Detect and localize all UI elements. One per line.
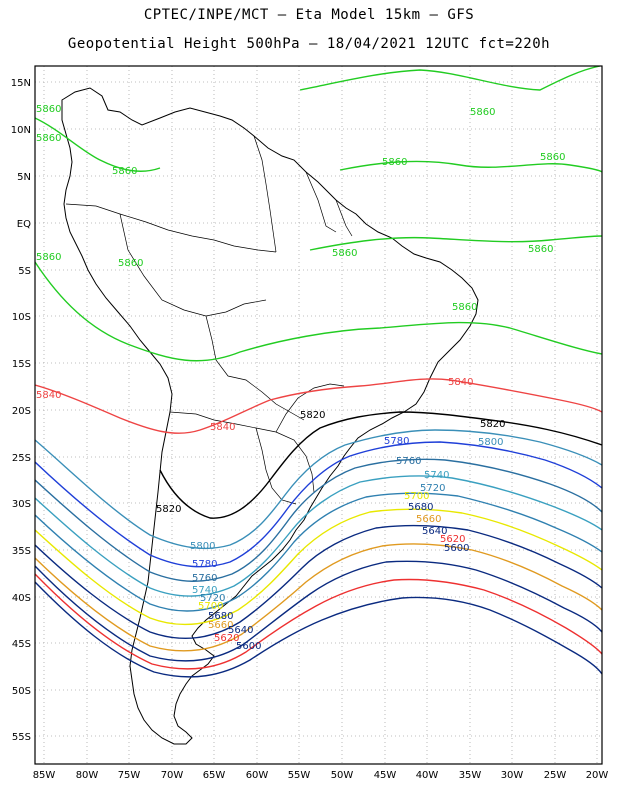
contour-5680 [35, 524, 602, 639]
contour-label: 5800 [190, 541, 215, 552]
country-borders [65, 135, 353, 505]
contour-label: 5760 [192, 573, 217, 584]
map-frame [34, 65, 603, 765]
contour-label: 5860 [382, 157, 407, 168]
lat-label: 15S [12, 359, 31, 370]
contour-label: 5700 [404, 491, 429, 502]
contour-5740 [35, 475, 602, 597]
lon-label: 50W [331, 770, 354, 781]
contour-5820 [159, 411, 602, 519]
lat-label: 5S [18, 266, 31, 277]
longitude-labels: 85W 80W 75W 70W 65W 60W 55W 50W 45W 40W 35W 30W 25W 2… [33, 770, 609, 781]
lon-label: 80W [76, 770, 99, 781]
contour-5800 [35, 429, 602, 550]
contour-label: 5800 [478, 437, 503, 448]
contour-label: 5640 [422, 526, 447, 537]
contour-label: 5860 [332, 248, 357, 259]
contour-label: 5860 [452, 302, 477, 313]
contour-label: 5640 [228, 625, 253, 636]
contour-label: 5860 [118, 258, 143, 269]
contour-label: 5680 [208, 611, 233, 622]
lat-label: 10S [12, 312, 31, 323]
title-line-1: CPTEC/INPE/MCT – Eta Model 15km – GFS [143, 7, 475, 23]
contour-label: 5860 [112, 166, 137, 177]
contour-label: 5600 [444, 543, 469, 554]
contour-label: 5740 [192, 585, 217, 596]
contour-label: 5760 [396, 456, 421, 467]
contour-label: 5720 [200, 593, 225, 604]
contour-label: 5780 [384, 436, 409, 447]
lat-label: 5N [17, 172, 31, 183]
contour-5860 [35, 66, 602, 362]
contour-5780 [35, 441, 602, 568]
lat-label: 25S [12, 453, 31, 464]
lon-label: 75W [118, 770, 141, 781]
contour-label: 5860 [528, 244, 553, 255]
contour-label: 5600 [236, 641, 261, 652]
contour-label: 5820 [480, 419, 505, 430]
contour-label: 5680 [408, 502, 433, 513]
contour-label: 5860 [540, 152, 565, 163]
contour-5660 [35, 543, 602, 652]
lon-label: 65W [203, 770, 226, 781]
contour-label: 5660 [416, 514, 441, 525]
lat-label: 45S [12, 639, 31, 650]
lon-label: 45W [374, 770, 397, 781]
contour-label: 5660 [208, 620, 233, 631]
contour-label: 5620 [214, 633, 239, 644]
contour-label: 5820 [156, 504, 181, 515]
contour-label: 5720 [420, 483, 445, 494]
south-america-coastline [61, 87, 479, 745]
contour-5840 [35, 378, 602, 434]
lat-label: 55S [12, 732, 31, 743]
lat-label: 10N [11, 125, 31, 136]
lon-label: 85W [33, 770, 56, 781]
contour-label: 5860 [470, 107, 495, 118]
contour-label: 5840 [448, 377, 473, 388]
title-line-2: Geopotential Height 500hPa – 18/04/2021 … [67, 36, 551, 52]
contour-5760 [35, 458, 602, 582]
contour-5600 [35, 581, 602, 678]
contour-label: 5780 [192, 559, 217, 570]
contour-label: 5860 [36, 252, 61, 263]
contour-label: 5860 [36, 133, 61, 144]
lon-label: 35W [459, 770, 482, 781]
lat-label: 35S [12, 546, 31, 557]
lon-label: 55W [288, 770, 311, 781]
lat-label: 50S [12, 686, 31, 697]
contour-5700 [35, 508, 602, 626]
contour-5720 [35, 492, 602, 612]
lat-label: 15N [11, 78, 31, 89]
contour-5640 [35, 560, 602, 662]
lon-label: 70W [161, 770, 184, 781]
contour-label: 5740 [424, 470, 449, 481]
lat-label: 20S [12, 406, 31, 417]
contour-label: 5840 [36, 390, 61, 401]
contour-label: 5820 [300, 410, 325, 421]
contour-label: 5840 [210, 422, 235, 433]
lat-label: 40S [12, 593, 31, 604]
contour-label: 5620 [440, 534, 465, 545]
latitude-labels: 15N 10N 5N EQ 5S 10S 15S 20S 25S 30S 35S 40S 45S 50S 5… [11, 78, 31, 743]
contour-label: 5860 [36, 104, 61, 115]
contour-5620 [35, 573, 602, 670]
lat-label: 30S [12, 499, 31, 510]
contour-label: 5700 [198, 601, 223, 612]
contour-labels: 5860 5860 5860 5860 5860 5860 5860 5860 5860 5860… [36, 104, 565, 652]
lon-label: 40W [416, 770, 439, 781]
lon-label: 25W [544, 770, 567, 781]
lon-label: 20W [586, 770, 609, 781]
lat-label: EQ [17, 219, 31, 230]
lon-label: 30W [501, 770, 524, 781]
grid-lines [35, 66, 602, 764]
height-contours [35, 66, 602, 678]
lon-label: 60W [246, 770, 269, 781]
